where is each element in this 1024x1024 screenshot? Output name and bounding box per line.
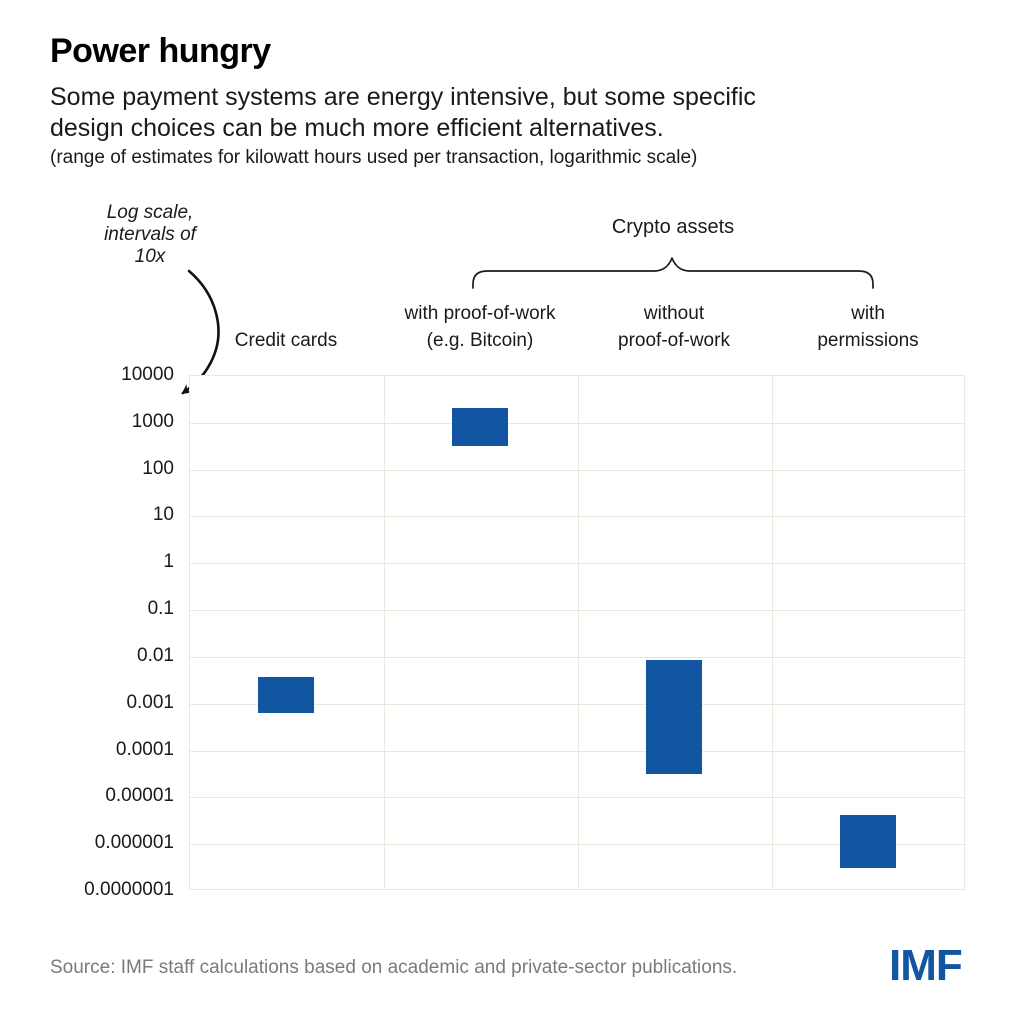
page-title: Power hungry (50, 32, 271, 70)
y-axis-tick-label: 10 (152, 504, 174, 526)
column-header-line: without (643, 303, 705, 324)
crypto-assets-bracket (472, 257, 874, 289)
y-axis-tick-label: 10000 (121, 364, 174, 385)
source-note: Source: IMF staff calculations based on … (50, 957, 738, 978)
column-header-line: proof-of-work (618, 330, 730, 351)
subtitle-line-1: Some payment systems are energy intensiv… (50, 83, 756, 111)
column-header: Credit cards (189, 327, 383, 354)
column-header-line: with (851, 303, 885, 324)
plot-area (189, 375, 965, 890)
horizontal-gridline (190, 797, 964, 799)
log-scale-annotation-line-1: Log scale, (106, 202, 194, 223)
horizontal-gridline (190, 703, 964, 705)
horizontal-gridline (190, 469, 964, 471)
horizontal-gridline (190, 422, 964, 424)
vertical-gridline (578, 376, 579, 889)
y-axis-tick-label: 0.01 (137, 644, 174, 666)
column-header: without proof-of-work (577, 300, 771, 354)
subtitle-line-2: design choices can be much more efficien… (50, 114, 664, 142)
y-axis-tick-label: 1 (163, 551, 174, 573)
y-axis-tick-label: 100 (142, 457, 174, 479)
y-axis-tick-label: 0.0000001 (84, 879, 174, 900)
range-bar-credit-cards (258, 677, 314, 714)
chart-units-note: (range of estimates for kilowatt hours u… (50, 147, 698, 168)
log-scale-annotation-line-2: intervals of (104, 224, 196, 245)
y-axis-tick-label: 0.000001 (94, 832, 174, 854)
crypto-assets-group-label: Crypto assets (611, 216, 735, 238)
column-header-line: (e.g. Bitcoin) (426, 330, 534, 351)
column-header: with proof-of-work (e.g. Bitcoin) (383, 300, 577, 354)
horizontal-gridline (190, 610, 964, 612)
log-scale-annotation-line-3: 10x (134, 246, 166, 267)
column-header-line: permissions (817, 330, 919, 351)
horizontal-gridline (190, 844, 964, 846)
y-axis-tick-label: 0.001 (126, 691, 174, 713)
log-scale-annotation: Log scale, intervals of 10x (83, 202, 217, 268)
y-axis-tick-label: 0.0001 (115, 738, 174, 760)
y-axis-tick-label: 0.1 (147, 598, 174, 620)
column-header-line: Credit cards (234, 330, 338, 351)
vertical-gridline (772, 376, 773, 889)
column-header-line: with proof-of-work (404, 303, 556, 324)
vertical-gridline (384, 376, 385, 889)
y-axis-tick-label: 0.00001 (105, 785, 174, 807)
column-header: with permissions (771, 300, 965, 354)
imf-logo: IMF (889, 941, 963, 990)
y-axis-tick-label: 1000 (131, 410, 174, 432)
range-bar-crypto-assets-without-proof-of-work (646, 660, 702, 775)
range-bar-crypto-assets-with-proof-of-work-e-g-bitcoin (452, 407, 508, 447)
horizontal-gridline (190, 750, 964, 752)
horizontal-gridline (190, 656, 964, 658)
range-bar-crypto-assets-with-permissions (840, 814, 896, 868)
horizontal-gridline (190, 563, 964, 565)
horizontal-gridline (190, 516, 964, 518)
